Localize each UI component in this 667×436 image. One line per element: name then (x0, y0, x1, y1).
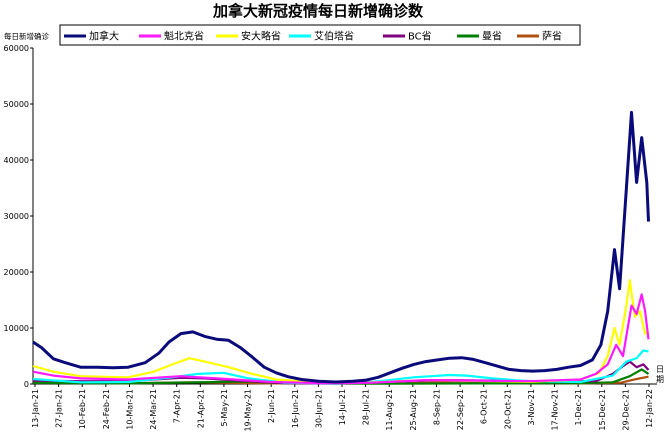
legend: 加拿大 魁北克省 安大略省 艾伯塔省 BC省 曼省 萨省 (59, 24, 581, 46)
x-tick-label: 16-Jun-21 (291, 389, 300, 428)
x-tick-label: 28-Jul-21 (362, 389, 371, 425)
y-tick-label: 0 (24, 380, 29, 389)
x-tick-label: 3-Nov-21 (527, 389, 536, 425)
x-axis-label: 日期 (656, 365, 664, 384)
plot-area: 0 10000 20000 30000 40000 50000 60000 13-Jan-21… (4, 44, 664, 432)
x-tick-label: 29-Dec-21 (621, 389, 630, 431)
x-tick-label: 12-Jan-22 (645, 389, 654, 428)
x-tick-label: 13-Jan-21 (31, 389, 40, 428)
x-tick-label: 8-Sep-21 (432, 389, 441, 425)
legend-label: 加拿大 (89, 30, 119, 43)
x-tick-label: 30-Jun-21 (314, 389, 323, 428)
legend-item: 魁北克省 (139, 30, 204, 43)
series-line (32, 368, 650, 385)
y-axis-label: 每日新增确诊 (4, 31, 49, 41)
y-tick-label: 10000 (4, 324, 29, 333)
legend-item: 加拿大 (64, 30, 119, 43)
y-tick-label: 60000 (4, 44, 29, 53)
x-tick-label: 24-Feb-21 (102, 389, 111, 429)
y-tick-label: 30000 (4, 212, 29, 221)
x-tick-label: 17-Nov-21 (551, 389, 560, 431)
legend-label: BC省 (408, 30, 432, 43)
series-line (32, 110, 650, 384)
chart-title: 加拿大新冠疫情每日新增确诊数 (212, 2, 424, 20)
x-tick-label: 10-Mar-21 (125, 389, 134, 430)
x-tick-label: 22-Sep-21 (456, 389, 465, 430)
x-tick-label: 20-Oct-21 (503, 389, 512, 429)
x-tick-label: 21-Apr-21 (196, 389, 205, 428)
x-tick-label: 2-Jun-21 (267, 389, 276, 423)
legend-label: 萨省 (542, 30, 562, 43)
x-tick-label: 10-Feb-21 (78, 389, 87, 429)
legend-label: 魁北克省 (164, 30, 204, 43)
x-tick-label: 27-Jan-21 (55, 389, 64, 428)
x-tick-label: 15-Dec-21 (598, 389, 607, 431)
x-tick-label: 11-Aug-21 (385, 389, 394, 431)
legend-item: 曼省 (457, 30, 502, 43)
x-tick-label: 24-Mar-21 (149, 389, 158, 430)
legend-label: 曼省 (482, 30, 502, 43)
legend-item: 艾伯塔省 (289, 30, 354, 43)
legend-label: 艾伯塔省 (314, 30, 354, 43)
y-tick-label: 50000 (4, 100, 29, 109)
series-line (32, 293, 650, 385)
x-tick-label: 14-Jul-21 (338, 389, 347, 425)
x-tick-label: 1-Dec-21 (574, 389, 583, 426)
legend-box (59, 24, 581, 46)
x-tick-label: 7-Apr-21 (173, 389, 182, 423)
legend-item: BC省 (383, 30, 432, 43)
x-tick-label: 19-May-21 (244, 389, 253, 432)
legend-label: 安大略省 (241, 30, 281, 43)
legend-item: 安大略省 (216, 30, 281, 43)
y-tick-label: 20000 (4, 268, 29, 277)
x-tick-label: 25-Aug-21 (409, 389, 418, 431)
legend-item: 萨省 (517, 30, 562, 43)
x-tick-label: 5-May-21 (220, 389, 229, 426)
x-tick-label: 6-Oct-21 (480, 389, 489, 424)
y-tick-label: 40000 (4, 156, 29, 165)
